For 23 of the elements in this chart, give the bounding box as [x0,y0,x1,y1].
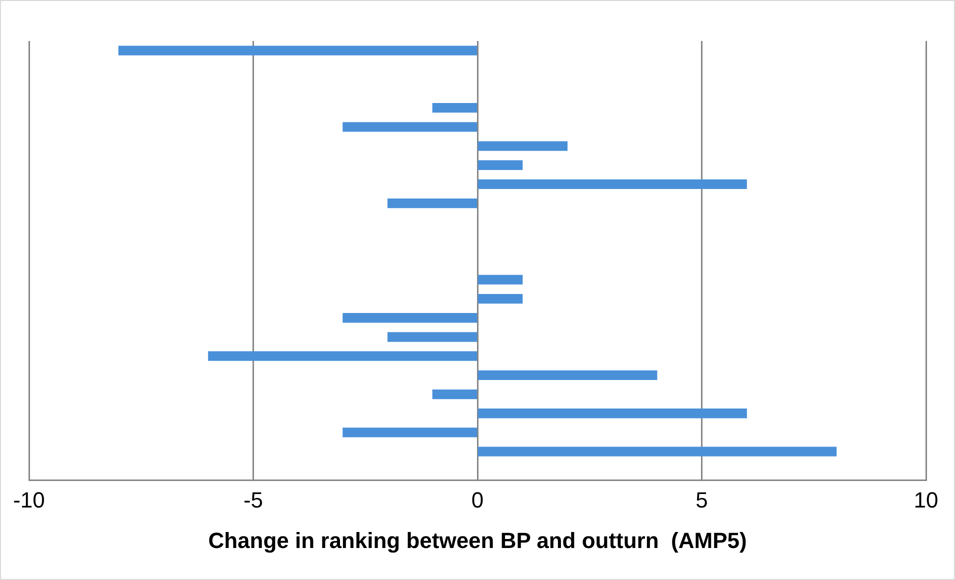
x-axis-title: Change in ranking between BP and outturn (AMP5) [208,528,747,553]
bar [342,122,478,132]
bar [478,274,523,285]
bar [387,332,478,342]
x-tick-label: 5 [696,487,708,512]
bar [478,370,658,380]
x-tick-label: -5 [243,487,264,512]
bar [478,294,523,304]
bar [342,313,478,323]
x-tick-label: -10 [13,487,45,512]
bar [478,408,747,418]
bar [478,179,747,190]
bar [432,389,478,400]
bar [432,103,478,113]
bar [208,351,478,361]
bar [118,46,478,56]
bar [342,428,478,438]
x-tick-label: 0 [471,487,484,512]
x-tick-label: 10 [914,487,938,512]
bar [478,446,837,456]
bar [387,198,478,208]
bar [478,141,568,151]
bar [478,160,523,170]
